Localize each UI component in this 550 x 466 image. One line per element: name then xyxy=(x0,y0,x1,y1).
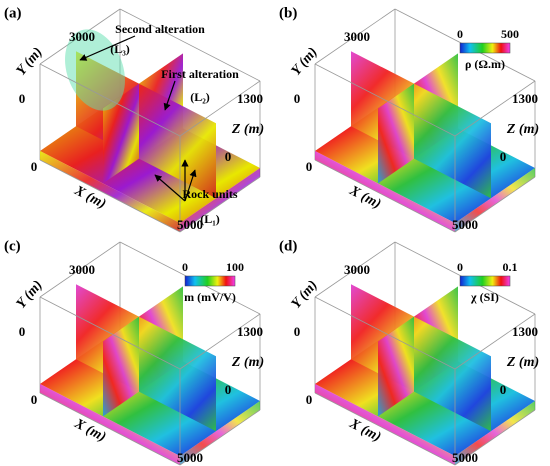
box-edge xyxy=(314,159,456,233)
slab-side xyxy=(180,401,260,465)
arrow xyxy=(163,80,176,111)
box-edge xyxy=(39,296,181,370)
arrow xyxy=(79,35,136,61)
slab-side xyxy=(40,384,180,465)
colorbar xyxy=(459,42,511,54)
slab-side xyxy=(315,151,455,232)
y-tick: 0 xyxy=(294,324,301,339)
colorbar xyxy=(184,275,236,287)
y-tick: 0 xyxy=(19,91,26,106)
y-axis-label: Y (m) xyxy=(14,45,46,79)
annotation: Second alteration xyxy=(115,22,205,36)
fence-front xyxy=(378,83,414,184)
z-axis-label: Z (m) xyxy=(231,355,264,370)
fence-front xyxy=(103,83,139,184)
panel-label: (c) xyxy=(4,238,21,254)
box-edge xyxy=(179,176,261,233)
slab-side xyxy=(180,168,260,232)
y-tick: 3000 xyxy=(69,262,95,277)
annotation-sub: (L₂) xyxy=(190,90,210,104)
colorbar-min: 0 xyxy=(182,260,188,274)
colorbar-label: m (mV/V) xyxy=(184,290,236,304)
box-edge xyxy=(119,8,261,82)
x-tick: 0 xyxy=(306,159,313,174)
box-edge xyxy=(39,392,181,466)
x-tick: 5000 xyxy=(452,217,478,232)
z-axis-label: Z (m) xyxy=(231,122,264,137)
z-axis-label: Z (m) xyxy=(506,122,539,137)
x-tick: 0 xyxy=(31,392,38,407)
arrow xyxy=(154,174,186,202)
colorbar-max: 100 xyxy=(226,260,244,274)
box-edge xyxy=(314,8,396,65)
box-edge xyxy=(454,176,536,233)
z-tick: 1300 xyxy=(237,91,263,106)
colorbar-min: 0 xyxy=(457,260,463,274)
y-tick: 0 xyxy=(19,324,26,339)
box-edge xyxy=(314,241,396,298)
slab-side xyxy=(455,401,535,465)
z-tick: 1300 xyxy=(512,324,538,339)
alteration-body xyxy=(65,29,125,111)
z-axis-label: Z (m) xyxy=(506,355,539,370)
colorbar xyxy=(459,275,511,287)
box-edge xyxy=(39,159,181,233)
y-tick: 3000 xyxy=(344,29,370,44)
box-edge xyxy=(314,296,456,370)
box-edge xyxy=(314,63,456,137)
box-edge xyxy=(454,313,536,370)
y-axis-label: Y (m) xyxy=(289,45,321,79)
x-tick: 5000 xyxy=(177,217,203,232)
annotation-sub: (L₃) xyxy=(110,42,130,56)
slab-side xyxy=(315,384,455,465)
box-edge xyxy=(179,80,261,137)
z-tick: 0 xyxy=(500,382,507,397)
z-tick: 1300 xyxy=(512,91,538,106)
y-axis-label: Y (m) xyxy=(289,278,321,312)
box-edge xyxy=(179,409,261,466)
fence-front xyxy=(103,316,139,417)
annotation: First alteration xyxy=(161,67,239,81)
box-edge xyxy=(314,392,456,466)
fence-front xyxy=(378,316,414,417)
colorbar-max: 500 xyxy=(501,27,519,41)
box-edge xyxy=(179,313,261,370)
panel-label: (b) xyxy=(279,5,297,21)
panel-label: (d) xyxy=(279,238,297,254)
z-tick: 0 xyxy=(500,149,507,164)
panel-label: (a) xyxy=(4,5,22,21)
y-axis-label: Y (m) xyxy=(14,278,46,312)
box-edge xyxy=(39,241,121,298)
annotation: Rock units xyxy=(182,187,237,201)
box-edge xyxy=(39,63,181,137)
colorbar-label: ρ (Ω.m) xyxy=(465,57,505,71)
fence xyxy=(351,284,491,432)
box-edge xyxy=(454,409,536,466)
z-tick: 0 xyxy=(225,149,232,164)
box-edge xyxy=(454,80,536,137)
fence xyxy=(351,51,491,199)
x-tick: 0 xyxy=(31,159,38,174)
arrow xyxy=(184,169,197,202)
x-tick: 5000 xyxy=(452,450,478,465)
y-tick: 0 xyxy=(294,91,301,106)
slab-side xyxy=(40,151,180,232)
annotation-sub: (L₁) xyxy=(200,212,220,226)
y-tick: 3000 xyxy=(69,29,95,44)
colorbar-label: χ (SI) xyxy=(470,290,499,304)
fence xyxy=(76,284,216,432)
slab-side xyxy=(455,168,535,232)
z-tick: 1300 xyxy=(237,324,263,339)
y-tick: 3000 xyxy=(344,262,370,277)
x-tick: 5000 xyxy=(177,450,203,465)
colorbar-max: 0.1 xyxy=(503,260,518,274)
colorbar-min: 0 xyxy=(457,27,463,41)
x-tick: 0 xyxy=(306,392,313,407)
z-tick: 0 xyxy=(225,382,232,397)
